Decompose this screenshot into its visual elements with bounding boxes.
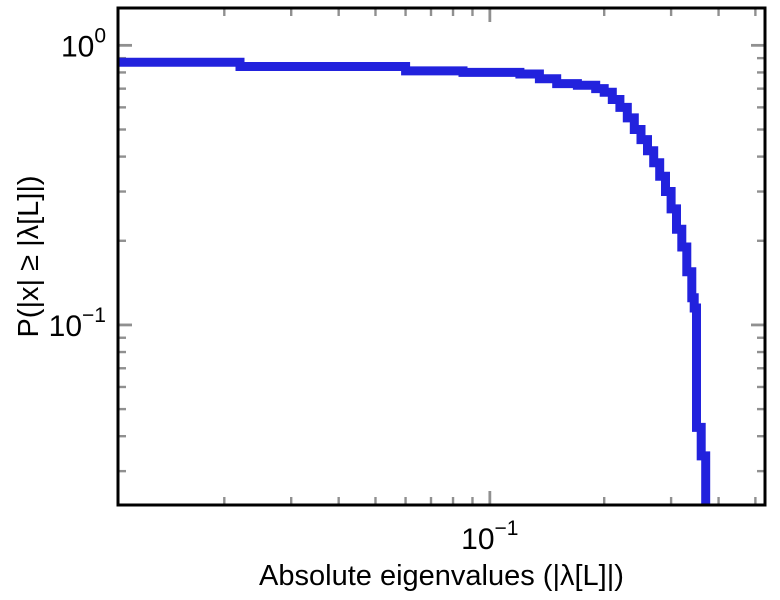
y-tick-label: 100 [61,24,106,63]
minor-ticks [118,8,765,505]
tick-labels: 10−1 100 10−1 [49,24,519,556]
ccdf-curve [118,57,711,505]
x-tick-label: 10−1 [461,517,518,556]
plot-frame [116,6,767,507]
x-axis-label: Absolute eigenvalues (|λ[L]|) [259,560,624,592]
major-ticks [118,8,765,505]
y-axis-label: P(|x| ≥ |λ[L]|) [13,175,45,337]
y-tick-label: 10−1 [49,304,106,343]
